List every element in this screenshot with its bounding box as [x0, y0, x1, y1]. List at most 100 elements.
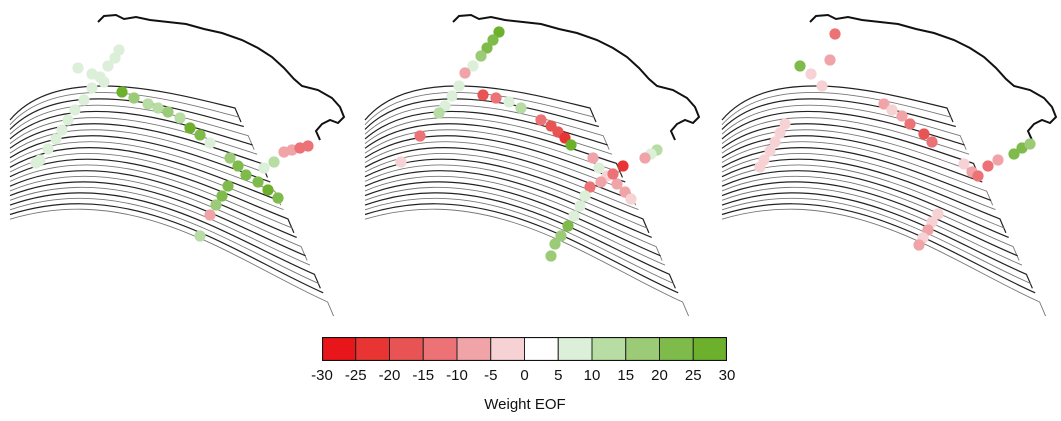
colorbar-swatch	[422, 336, 458, 362]
colorbar-swatch	[321, 336, 357, 362]
colorbar-tick-label: -5	[484, 367, 498, 384]
eof-marker	[446, 90, 458, 102]
colorbar-tick-label: -10	[446, 367, 468, 384]
eof-marker	[587, 152, 599, 164]
eof-marker	[272, 192, 284, 204]
contour-line	[364, 117, 613, 155]
eof-marker	[922, 224, 934, 236]
contour-line	[9, 110, 253, 146]
eof-marker	[204, 209, 216, 221]
contour-line	[721, 135, 983, 183]
eof-marker	[395, 156, 407, 168]
colorbar-label: Weight EOF	[484, 396, 566, 413]
eof-marker	[611, 178, 623, 190]
eof-marker	[194, 230, 206, 242]
colorbar-tick-label: 0	[520, 367, 529, 384]
eof-marker	[222, 180, 234, 192]
eof-marker	[555, 230, 567, 242]
contour-line	[9, 104, 255, 150]
contour-line	[9, 152, 284, 211]
contour-line	[9, 98, 244, 130]
eof-marker	[607, 168, 619, 180]
colorbar-tick-label: -30	[311, 367, 333, 384]
contour-line	[9, 192, 321, 289]
eof-marker	[262, 184, 274, 196]
eof-marker	[481, 42, 493, 54]
colorbar-border	[321, 336, 728, 362]
contour-line	[364, 110, 608, 146]
eof-marker	[56, 124, 68, 136]
eof-marker	[926, 136, 938, 148]
contour-line	[364, 85, 597, 123]
contour-line	[364, 192, 676, 289]
eof-marker	[128, 92, 140, 104]
eof-marker	[62, 114, 74, 126]
contour-line	[721, 98, 956, 130]
eof-marker	[493, 26, 505, 38]
contour-line	[364, 170, 652, 238]
eof-marker	[515, 102, 527, 114]
eof-marker	[595, 176, 607, 188]
eof-marker	[568, 210, 580, 222]
contour-lines	[364, 85, 690, 317]
colorbar-swatch	[355, 336, 390, 362]
contour-lines	[9, 85, 335, 317]
eof-marker	[764, 145, 776, 157]
contour-line	[364, 197, 674, 285]
colorbar-tick-label: 20	[651, 367, 668, 384]
contour-line	[721, 123, 981, 178]
map-panel-eof-2	[355, 0, 705, 330]
contour-line	[721, 104, 967, 150]
eof-marker	[210, 199, 222, 211]
eof-marker	[98, 76, 110, 88]
contour-line	[721, 170, 1009, 238]
eof-marker	[78, 94, 90, 106]
eof-marker	[453, 80, 465, 92]
contour-line	[721, 146, 992, 201]
eof-marker	[433, 107, 445, 119]
eof-marker	[302, 140, 314, 152]
eof-marker	[42, 143, 54, 155]
coastline	[97, 13, 346, 141]
eof-marker	[1008, 148, 1020, 160]
contour-line	[721, 141, 994, 206]
eof-marker	[86, 82, 98, 94]
contour-line	[364, 175, 663, 261]
contour-line	[364, 181, 661, 257]
contour-line	[9, 85, 242, 123]
contour-line	[721, 208, 1047, 317]
contour-line	[9, 175, 308, 261]
eof-marker	[86, 68, 98, 80]
eof-marker	[72, 62, 84, 74]
coastline	[809, 13, 1058, 141]
contour-lines	[721, 85, 1047, 317]
eof-marker	[69, 104, 81, 116]
eof-marker	[477, 89, 489, 101]
colorbar-swatch	[625, 336, 660, 362]
eof-marker	[904, 118, 916, 130]
contour-line	[364, 123, 624, 178]
contour-line	[9, 203, 324, 294]
eof-markers	[395, 26, 663, 262]
eof-marker	[268, 156, 280, 168]
eof-marker	[503, 96, 515, 108]
eof-marker	[50, 133, 62, 145]
eof-marker	[545, 250, 557, 262]
contour-line	[721, 181, 1018, 257]
eof-marker	[414, 130, 426, 142]
colorbar-tick-label: -25	[344, 367, 367, 384]
contour-line	[9, 208, 335, 317]
eof-marker	[579, 190, 591, 202]
eof-marker	[779, 118, 791, 130]
eof-marker	[184, 122, 196, 134]
eof-marker	[932, 208, 944, 220]
eof-marker	[982, 160, 994, 172]
eof-marker	[142, 98, 154, 110]
eof-marker	[805, 68, 817, 80]
colorbar-swatch	[524, 336, 559, 362]
eof-marker	[204, 137, 216, 149]
eof-marker	[878, 98, 890, 110]
eof-marker	[109, 52, 121, 64]
eof-marker	[829, 28, 841, 40]
contour-line	[721, 186, 1023, 266]
